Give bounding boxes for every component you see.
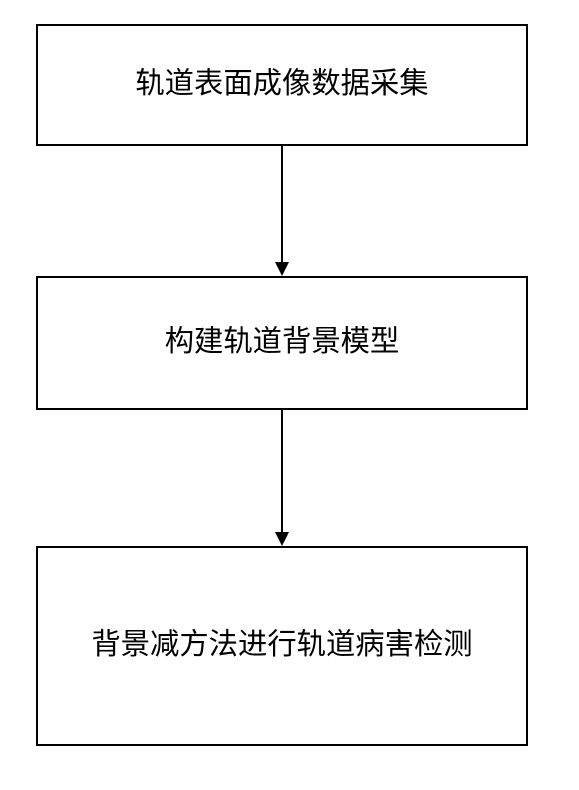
flowchart-arrow-2 [268, 410, 296, 546]
flowchart-node-2-label: 构建轨道背景模型 [165, 322, 400, 363]
flowchart-node-2: 构建轨道背景模型 [36, 276, 528, 410]
flowchart-node-3-label: 背景减方法进行轨道病害检测 [91, 625, 472, 666]
flowchart-canvas: 轨道表面成像数据采集 构建轨道背景模型 背景减方法进行轨道病害检测 [0, 0, 579, 790]
flowchart-node-3: 背景减方法进行轨道病害检测 [36, 546, 528, 746]
flowchart-arrow-1 [268, 146, 296, 276]
flowchart-node-1-label: 轨道表面成像数据采集 [135, 64, 428, 105]
flowchart-node-1: 轨道表面成像数据采集 [36, 24, 528, 146]
